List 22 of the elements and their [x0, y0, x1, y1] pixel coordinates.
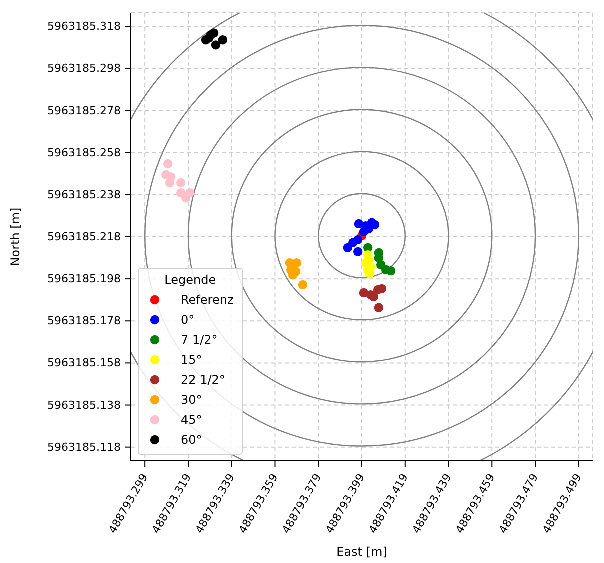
y-tick-label: 5963185.178 [48, 314, 121, 328]
y-tick-label: 5963185.138 [48, 398, 121, 412]
legend-label: 0° [181, 313, 195, 327]
y-tick-label: 5963185.238 [48, 188, 121, 202]
y-tick-label: 5963185.158 [48, 356, 121, 370]
legend-label: 30° [181, 393, 202, 407]
y-tick-label: 5963185.298 [48, 62, 121, 76]
legend-label: 45° [181, 413, 202, 427]
y-tick-label: 5963185.318 [48, 20, 121, 34]
legend-label: 22 1/2° [181, 373, 226, 387]
y-tick-label: 5963185.258 [48, 146, 121, 160]
y-tick-label: 5963185.278 [48, 104, 121, 118]
y-tick-label: 5963185.218 [48, 230, 121, 244]
y-tick-label: 5963185.118 [48, 440, 121, 454]
legend-title: Legende [164, 273, 218, 287]
y-axis-title: North [m] [8, 208, 22, 266]
legend-label: 7 1/2° [181, 333, 218, 347]
legend-label: Referenz [181, 293, 234, 307]
legend-label: 60° [181, 433, 202, 447]
x-axis-title: East [m] [336, 545, 388, 559]
y-tick-label: 5963185.198 [48, 272, 121, 286]
legend-label: 15° [181, 353, 202, 367]
